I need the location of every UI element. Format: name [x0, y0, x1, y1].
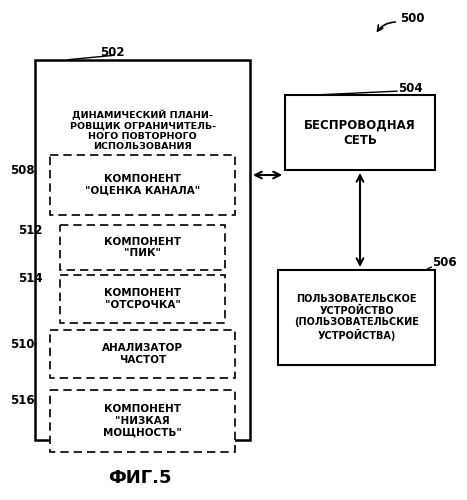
Text: 502: 502 — [100, 46, 124, 59]
Bar — [60, 275, 225, 323]
Bar — [278, 270, 435, 365]
Text: БЕСПРОВОДНАЯ
СЕТЬ: БЕСПРОВОДНАЯ СЕТЬ — [304, 118, 416, 146]
Text: 504: 504 — [398, 82, 423, 94]
Text: АНАЛИЗАТОР
ЧАСТОТ: АНАЛИЗАТОР ЧАСТОТ — [102, 343, 183, 365]
Bar — [50, 155, 235, 215]
Text: ДИНАМИЧЕСКИЙ ПЛАНИ-
РОВЩИК ОГРАНИЧИТЕЛЬ-
НОГО ПОВТОРНОГО
ИСПОЛЬЗОВАНИЯ: ДИНАМИЧЕСКИЙ ПЛАНИ- РОВЩИК ОГРАНИЧИТЕЛЬ-… — [70, 110, 215, 152]
Bar — [285, 95, 435, 170]
Text: 500: 500 — [400, 12, 425, 24]
Text: 516: 516 — [10, 394, 34, 406]
Text: КОМПОНЕНТ
"ОТСРОЧКА": КОМПОНЕНТ "ОТСРОЧКА" — [104, 288, 181, 310]
Text: КОМПОНЕНТ
"ОЦЕНКА КАНАЛА": КОМПОНЕНТ "ОЦЕНКА КАНАЛА" — [85, 174, 200, 196]
Text: 506: 506 — [432, 256, 457, 270]
Text: КОМПОНЕНТ
"НИЗКАЯ
МОЩНОСТЬ": КОМПОНЕНТ "НИЗКАЯ МОЩНОСТЬ" — [103, 404, 182, 438]
Text: ФИГ.5: ФИГ.5 — [108, 469, 172, 487]
Text: 512: 512 — [18, 224, 42, 236]
Text: 510: 510 — [10, 338, 34, 350]
Bar — [50, 390, 235, 452]
Bar — [35, 60, 250, 440]
Bar — [50, 330, 235, 378]
Text: 508: 508 — [10, 164, 34, 176]
Text: ПОЛЬЗОВАТЕЛЬСКОЕ
УСТРОЙСТВО
(ПОЛЬЗОВАТЕЛЬСКИЕ
УСТРОЙСТВА): ПОЛЬЗОВАТЕЛЬСКОЕ УСТРОЙСТВО (ПОЛЬЗОВАТЕЛ… — [294, 294, 419, 341]
Bar — [60, 225, 225, 270]
Text: КОМПОНЕНТ
"ПИК": КОМПОНЕНТ "ПИК" — [104, 236, 181, 258]
Text: 514: 514 — [18, 272, 42, 284]
